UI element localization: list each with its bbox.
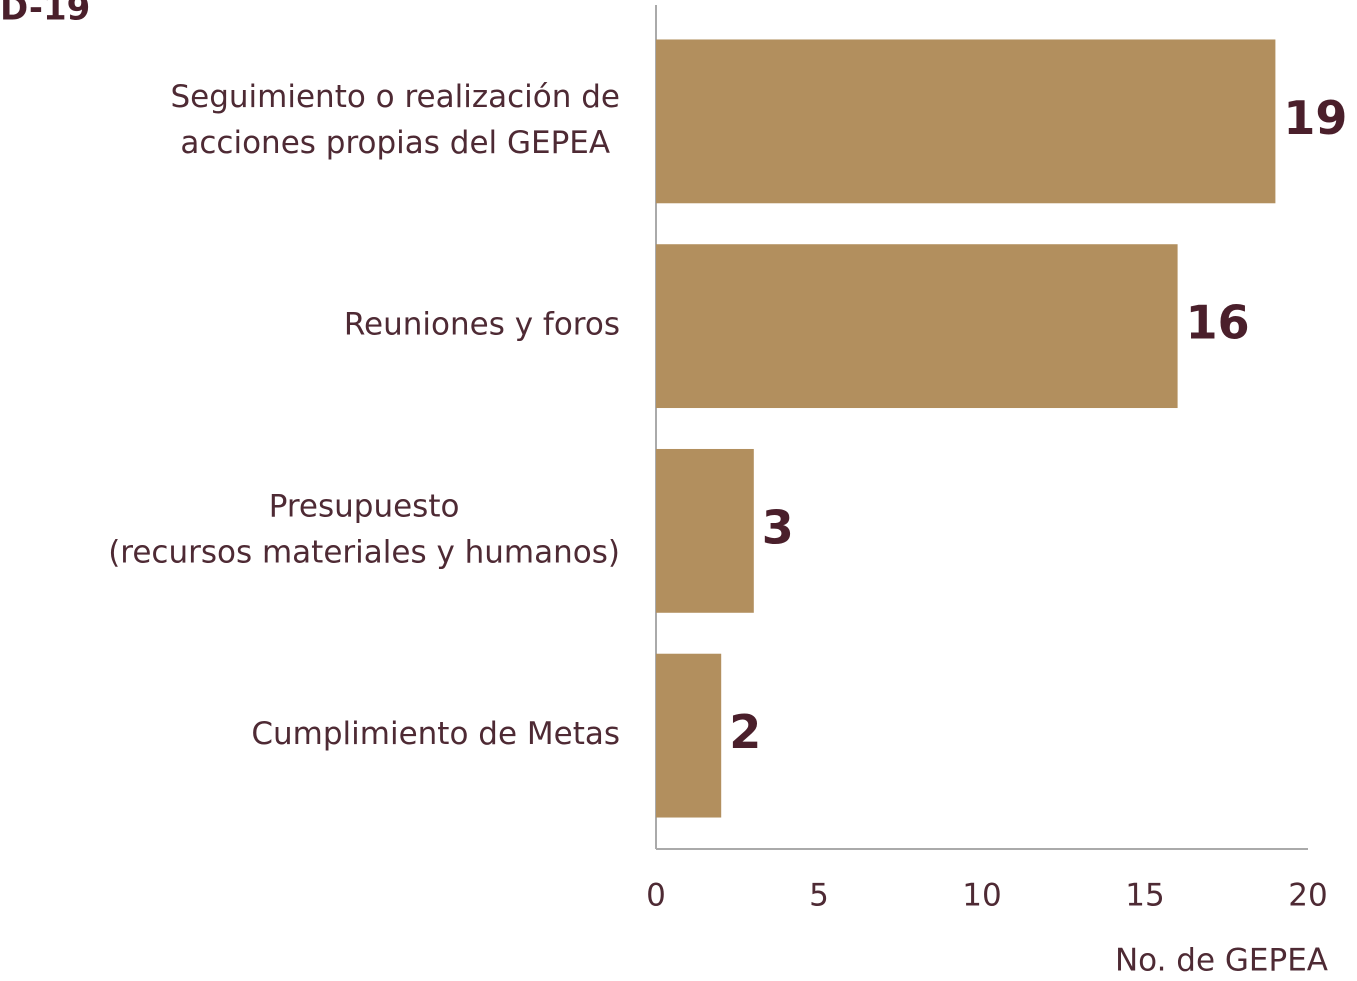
- value-label: 16: [1186, 296, 1250, 350]
- value-label: 2: [729, 705, 761, 759]
- value-label: 3: [762, 500, 794, 554]
- bar: [656, 448, 754, 613]
- y-tick-label: Cumplimiento de Metas: [251, 716, 620, 752]
- bar: [656, 653, 722, 818]
- x-tick-label: 15: [1125, 878, 1164, 914]
- y-tick-label: Presupuesto: [269, 488, 460, 524]
- y-tick-label: Reuniones y foros: [344, 307, 620, 343]
- x-axis-label: No. de GEPEA: [1115, 943, 1328, 979]
- bar: [656, 244, 1178, 409]
- x-tick-label: 10: [962, 878, 1001, 914]
- chart-title: D-19: [0, 0, 90, 29]
- y-tick-label: acciones propias del GEPEA: [180, 125, 610, 161]
- x-tick-label: 20: [1288, 878, 1327, 914]
- y-tick-label: Seguimiento o realización de: [170, 79, 620, 115]
- y-tick-label: (recursos materiales y humanos): [108, 534, 620, 570]
- x-tick-label: 5: [809, 878, 829, 914]
- bar: [656, 39, 1276, 204]
- x-tick-label: 0: [646, 878, 666, 914]
- value-label: 19: [1283, 91, 1347, 145]
